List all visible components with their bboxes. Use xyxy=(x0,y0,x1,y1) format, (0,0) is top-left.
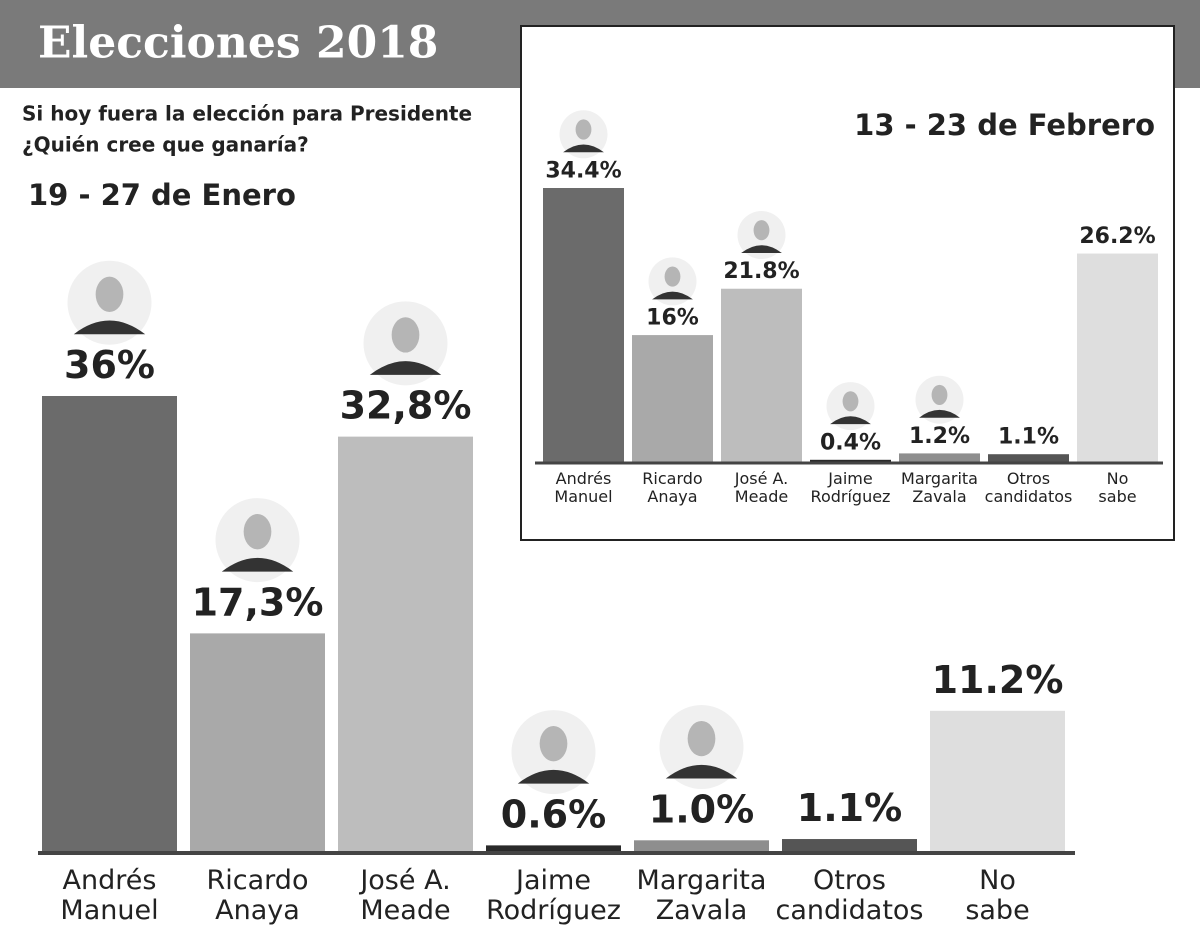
bar xyxy=(810,459,891,463)
bar xyxy=(930,710,1065,853)
x-tick-label: No sabe xyxy=(965,865,1030,926)
value-label: 1.2% xyxy=(909,424,970,449)
value-label: 16% xyxy=(646,306,699,331)
bar xyxy=(634,840,769,853)
value-label: 1.1% xyxy=(998,425,1059,450)
x-tick-label: José A. Meade xyxy=(360,865,451,926)
bar xyxy=(338,436,473,853)
bar xyxy=(782,839,917,853)
candidate-photo xyxy=(931,384,948,405)
candidate-photo xyxy=(664,266,681,287)
candidate-photo xyxy=(687,720,716,757)
value-label: 1.0% xyxy=(649,787,754,831)
bar xyxy=(721,288,802,463)
candidate-photo xyxy=(517,769,590,784)
value-label: 1.1% xyxy=(797,786,902,830)
value-label: 26.2% xyxy=(1079,224,1155,249)
x-tick-label: Otros candidatos xyxy=(775,865,924,926)
value-label: 0.4% xyxy=(820,430,881,455)
x-tick-label: Jaime Rodríguez xyxy=(810,469,891,506)
x-tick-label: José A. Meade xyxy=(734,469,789,506)
bar xyxy=(988,454,1069,463)
bar xyxy=(543,188,624,463)
subtitle: Si hoy fuera la elección para Presidente xyxy=(22,102,472,126)
candidate-photo xyxy=(919,409,960,418)
chart-title: 13 - 23 de Febrero xyxy=(854,108,1155,142)
candidate-photo xyxy=(741,245,782,254)
x-tick-label: Margarita Zavala xyxy=(901,469,978,506)
value-label: 0.6% xyxy=(501,792,606,836)
chart-title: 19 - 27 de Enero xyxy=(28,178,296,212)
bar xyxy=(632,335,713,463)
subtitle: ¿Quién cree que ganaría? xyxy=(22,133,309,157)
candidate-photo xyxy=(221,557,294,572)
candidate-photo xyxy=(665,764,738,779)
candidate-photo xyxy=(95,276,124,312)
bar xyxy=(486,845,621,853)
candidate-photo xyxy=(830,416,871,425)
candidate-photo xyxy=(575,119,592,140)
candidate-photo xyxy=(652,291,693,300)
value-label: 17,3% xyxy=(192,580,324,624)
bar xyxy=(42,396,177,853)
bar xyxy=(1077,253,1158,463)
candidate-photo xyxy=(842,391,859,412)
candidate-photo xyxy=(391,317,420,353)
bar xyxy=(899,453,980,463)
x-tick-label: Jaime Rodríguez xyxy=(486,865,621,926)
bar xyxy=(190,633,325,853)
value-label: 36% xyxy=(64,343,155,387)
x-tick-label: No sabe xyxy=(1098,469,1137,506)
value-label: 34.4% xyxy=(545,159,621,184)
x-tick-label: Ricardo Anaya xyxy=(642,469,703,506)
candidate-photo xyxy=(539,726,568,762)
value-label: 11.2% xyxy=(932,658,1064,702)
candidate-photo xyxy=(753,220,770,241)
x-tick-label: Margarita Zavala xyxy=(636,865,767,926)
x-tick-label: Otros candidatos xyxy=(984,469,1073,506)
x-tick-label: Ricardo Anaya xyxy=(206,865,309,926)
candidate-photo xyxy=(73,320,146,335)
x-tick-label: Andrés Manuel xyxy=(554,469,613,506)
x-tick-label: Andrés Manuel xyxy=(60,865,159,926)
candidate-photo xyxy=(563,144,604,153)
candidate-photo xyxy=(369,361,442,375)
page-title: Elecciones 2018 xyxy=(38,18,438,69)
value-label: 32,8% xyxy=(340,384,472,428)
candidate-photo xyxy=(243,514,272,550)
value-label: 21.8% xyxy=(723,259,799,284)
